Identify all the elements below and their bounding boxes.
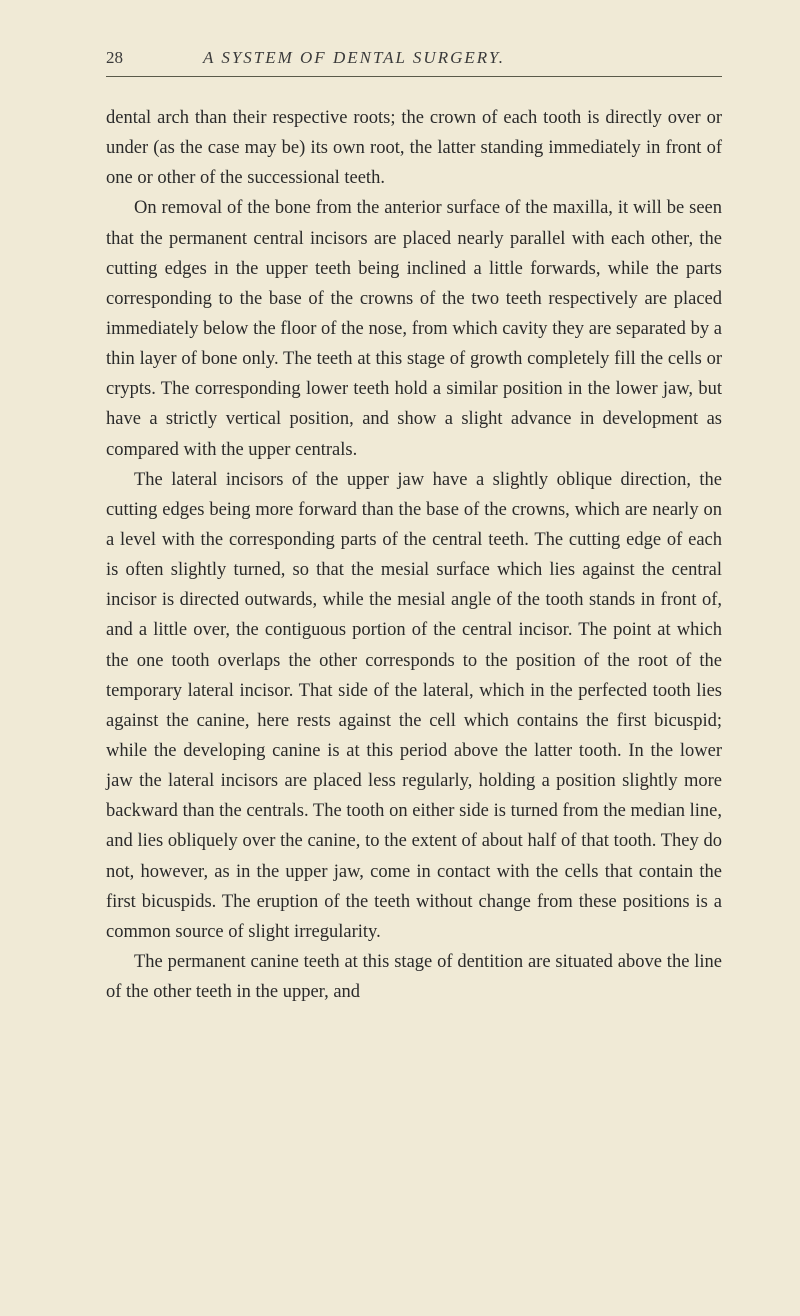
header-rule	[106, 76, 722, 77]
body-text-container: dental arch than their respective roots;…	[98, 103, 722, 1007]
paragraph-3: The lateral incisors of the upper jaw ha…	[106, 465, 722, 947]
paragraph-1: dental arch than their respective roots;…	[106, 103, 722, 193]
running-title: A SYSTEM OF DENTAL SURGERY.	[203, 48, 505, 68]
paragraph-4: The permanent canine teeth at this stage…	[106, 947, 722, 1007]
paragraph-2: On removal of the bone from the anterior…	[106, 193, 722, 464]
page-number: 28	[106, 48, 123, 68]
page-header: 28 A SYSTEM OF DENTAL SURGERY.	[98, 48, 722, 68]
